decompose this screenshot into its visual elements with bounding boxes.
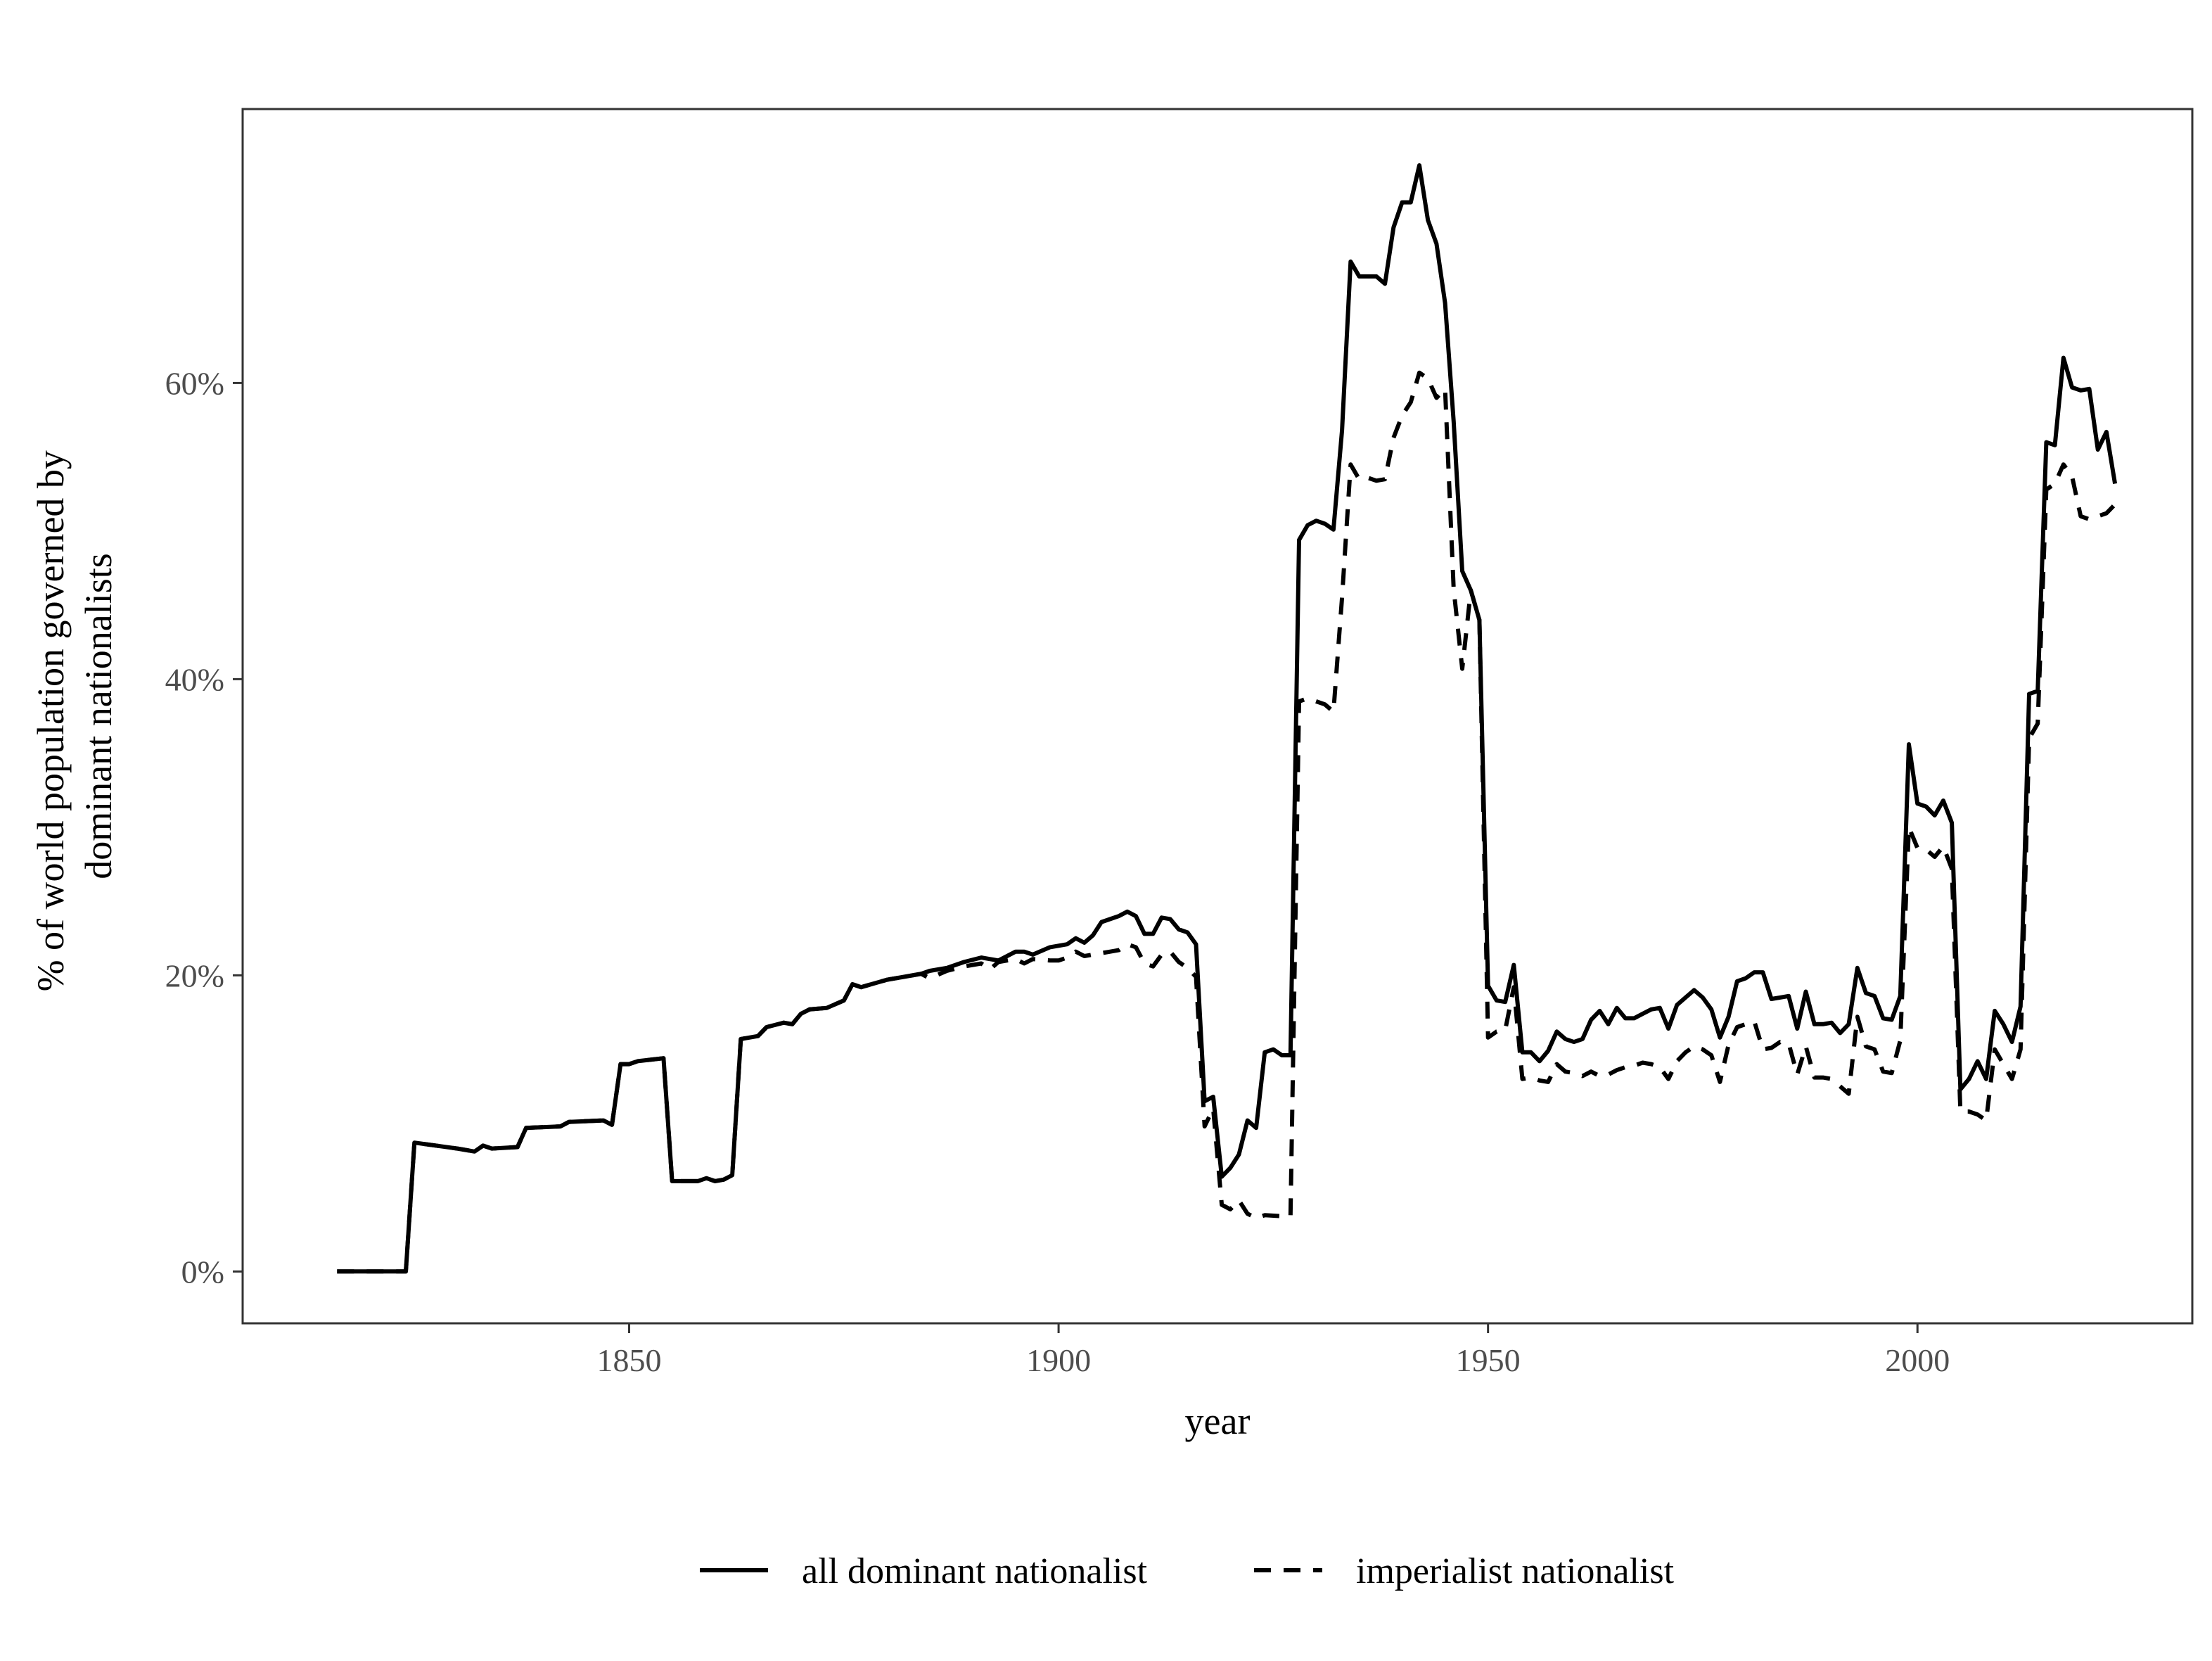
legend-label-all-dominant-nationalist: all dominant nationalist [802, 1551, 1148, 1591]
x-axis-title: year [1185, 1400, 1251, 1442]
y-tick-label: 0% [181, 1254, 224, 1290]
y-tick-label: 60% [165, 365, 224, 401]
x-tick-label: 1950 [1456, 1342, 1521, 1378]
y-axis-title-line-1: % of world population governed by [30, 450, 72, 991]
y-tick-label: 20% [165, 957, 224, 993]
series-layer [337, 163, 2118, 1274]
x-axis: 1850 1900 1950 2000 [597, 1323, 1950, 1378]
plot-panel [241, 108, 2194, 1325]
y-axis-title: % of world population governed by domina… [30, 441, 120, 992]
x-tick-label: 2000 [1885, 1342, 1950, 1378]
legend: all dominant nationalist imperialist nat… [700, 1551, 1675, 1591]
y-axis-title-line-2: dominant nationalists [77, 553, 120, 879]
y-axis: 0% 20% 40% 60% [165, 365, 243, 1290]
x-tick-label: 1900 [1026, 1342, 1091, 1378]
series-line-all-dominant-nationalist [337, 163, 2118, 1274]
x-tick-label: 1850 [597, 1342, 662, 1378]
y-tick-label: 40% [165, 661, 224, 697]
series-line-imperialist-nationalist [337, 370, 2117, 1274]
legend-label-imperialist-nationalist: imperialist nationalist [1356, 1551, 1675, 1591]
